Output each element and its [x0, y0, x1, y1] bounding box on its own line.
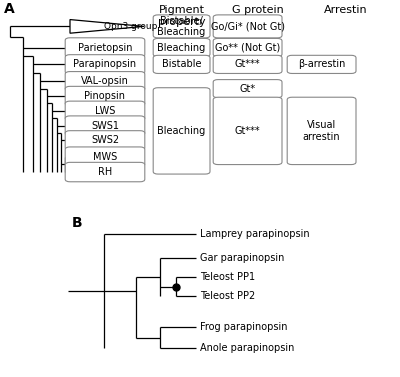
- Text: VAL-opsin: VAL-opsin: [81, 76, 129, 86]
- Text: Teleost PP2: Teleost PP2: [200, 291, 255, 301]
- Polygon shape: [70, 20, 144, 33]
- Text: B: B: [72, 216, 83, 230]
- Text: MWS: MWS: [93, 152, 117, 162]
- Text: G protein: G protein: [232, 5, 284, 15]
- Text: Gt*: Gt*: [240, 84, 256, 93]
- FancyBboxPatch shape: [213, 80, 282, 98]
- Text: Visual
arrestin: Visual arrestin: [303, 120, 340, 142]
- Text: Teleost PP1: Teleost PP1: [200, 273, 255, 282]
- FancyBboxPatch shape: [65, 101, 145, 121]
- FancyBboxPatch shape: [153, 88, 210, 174]
- FancyBboxPatch shape: [213, 55, 282, 74]
- FancyBboxPatch shape: [213, 38, 282, 57]
- Text: A: A: [4, 2, 15, 16]
- FancyBboxPatch shape: [65, 116, 145, 135]
- Text: Arrestin: Arrestin: [324, 5, 368, 15]
- Text: LWS: LWS: [95, 106, 115, 116]
- FancyBboxPatch shape: [213, 97, 282, 165]
- Text: Gt***: Gt***: [235, 60, 260, 69]
- Text: Opn3 group: Opn3 group: [104, 22, 157, 31]
- Text: SWS1: SWS1: [91, 121, 119, 130]
- Text: β-arrestin: β-arrestin: [298, 60, 345, 69]
- FancyBboxPatch shape: [287, 97, 356, 165]
- FancyBboxPatch shape: [287, 55, 356, 74]
- FancyBboxPatch shape: [65, 162, 145, 182]
- Text: Bistable/
Bleaching: Bistable/ Bleaching: [158, 15, 206, 37]
- FancyBboxPatch shape: [65, 72, 145, 91]
- Text: Frog parapinopsin: Frog parapinopsin: [200, 322, 288, 332]
- Text: SWS2: SWS2: [91, 135, 119, 146]
- Text: Lamprey parapinopsin: Lamprey parapinopsin: [200, 228, 310, 239]
- Text: Bleaching: Bleaching: [158, 43, 206, 52]
- Text: RH: RH: [98, 167, 112, 177]
- FancyBboxPatch shape: [213, 15, 282, 38]
- FancyBboxPatch shape: [65, 86, 145, 106]
- Text: Go/Gi* (Not Gt): Go/Gi* (Not Gt): [210, 21, 285, 31]
- Text: Bistable: Bistable: [162, 60, 201, 69]
- FancyBboxPatch shape: [153, 38, 210, 57]
- Text: Anole parapinopsin: Anole parapinopsin: [200, 343, 294, 353]
- Text: Bleaching: Bleaching: [158, 126, 206, 136]
- FancyBboxPatch shape: [153, 15, 210, 38]
- Text: Parapinopsin: Parapinopsin: [74, 60, 136, 69]
- Text: Gt***: Gt***: [235, 126, 260, 136]
- FancyBboxPatch shape: [65, 55, 145, 74]
- Text: Go** (Not Gt): Go** (Not Gt): [215, 43, 280, 52]
- FancyBboxPatch shape: [65, 38, 145, 57]
- FancyBboxPatch shape: [65, 147, 145, 166]
- Text: Gar parapinopsin: Gar parapinopsin: [200, 253, 284, 262]
- Text: Parietopsin: Parietopsin: [78, 43, 132, 52]
- Text: Pinopsin: Pinopsin: [84, 91, 126, 101]
- Text: Pigment
property: Pigment property: [158, 5, 206, 27]
- FancyBboxPatch shape: [65, 131, 145, 150]
- FancyBboxPatch shape: [153, 55, 210, 74]
